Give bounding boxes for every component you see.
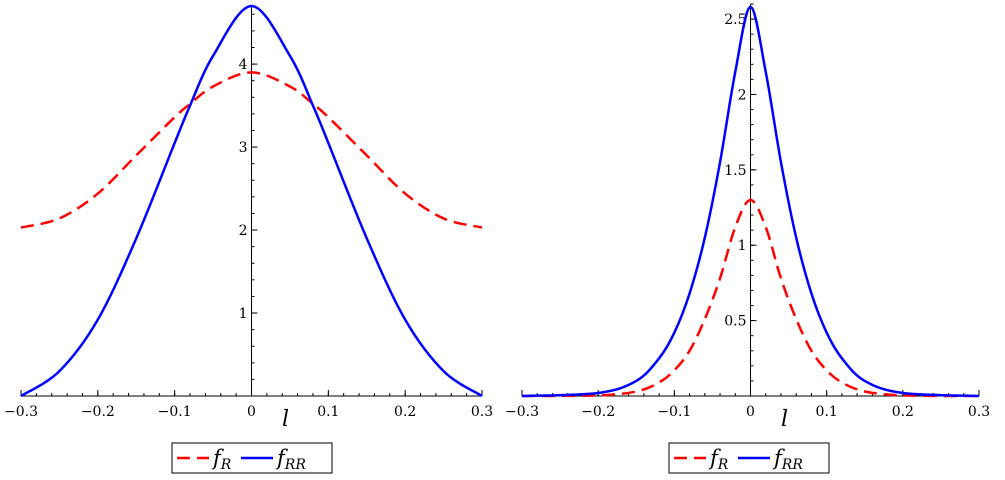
- y-tick-label: 1: [738, 238, 747, 254]
- x-axis-title: l: [282, 407, 289, 432]
- series-line-f-r: [521, 198, 980, 398]
- legend-label-main: f: [772, 446, 785, 470]
- y-tick-label: 2: [239, 223, 248, 239]
- x-axis-title: l: [781, 407, 788, 432]
- legend: fR fRR: [668, 442, 830, 474]
- y-tick-label: 1: [239, 306, 248, 322]
- legend-label-sub: R: [220, 457, 232, 473]
- x-tick-label: 0.1: [816, 404, 838, 420]
- y-tick-label: 2: [738, 87, 747, 103]
- x-tick-label: −0.2: [81, 404, 115, 420]
- right-plot: −0.3 −0.2 −0.1 0 0.1 0.2 0.3l0.511.522.5fR fRR: [505, 3, 990, 474]
- x-tick-label: −0.3: [505, 404, 539, 420]
- legend-label-sub: R: [717, 457, 729, 473]
- y-tick-label: 0.5: [724, 314, 746, 330]
- x-tick-label: 0.2: [892, 404, 914, 420]
- series-line-f-r: [20, 71, 483, 229]
- legend-label-main: f: [708, 446, 721, 470]
- y-tick-label: 3: [239, 140, 248, 156]
- x-tick-label: 0.3: [471, 404, 493, 420]
- legend-label-main: f: [275, 446, 288, 470]
- legend-label: fRR: [275, 446, 306, 473]
- legend-label: fR: [211, 446, 232, 473]
- series-line-f-rr: [521, 5, 980, 398]
- legend-label-sub: RR: [781, 457, 804, 473]
- y-tick-label: 1.5: [724, 163, 746, 179]
- x-tick-label: −0.1: [657, 404, 691, 420]
- x-tick-label: −0.3: [4, 404, 38, 420]
- x-tick-label: −0.2: [581, 404, 615, 420]
- x-tick-label: 0.1: [317, 404, 339, 420]
- legend-label: fR: [708, 446, 729, 473]
- legend-label: fRR: [772, 446, 803, 473]
- y-tick-label: 4: [239, 57, 248, 73]
- legend-label-main: f: [211, 446, 224, 470]
- legend: fR fRR: [171, 442, 333, 474]
- x-tick-label: 0: [247, 404, 256, 420]
- y-tick-label: 2.5: [724, 12, 746, 28]
- legend-label-sub: RR: [284, 457, 307, 473]
- series-line-f-rr: [20, 4, 483, 398]
- x-tick-label: 0: [746, 404, 755, 420]
- x-tick-label: 0.2: [394, 404, 416, 420]
- x-tick-label: 0.3: [968, 404, 990, 420]
- x-tick-label: −0.1: [158, 404, 192, 420]
